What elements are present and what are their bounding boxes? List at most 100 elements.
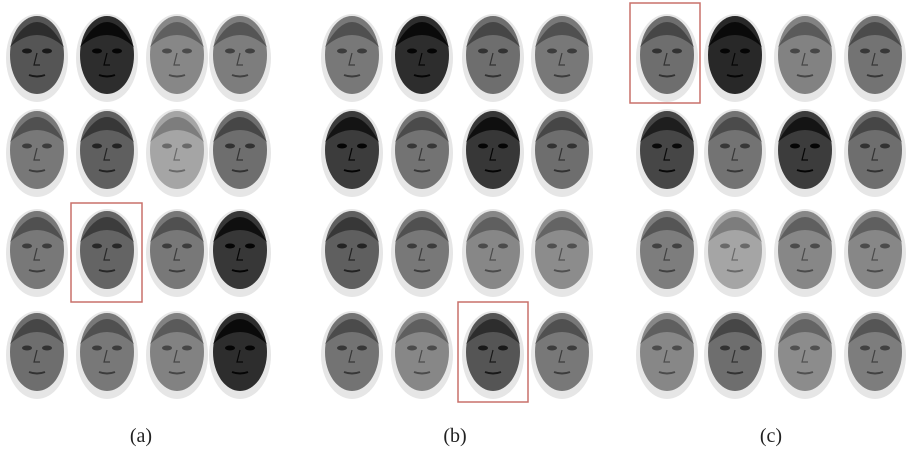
- face: [146, 209, 208, 297]
- face-eye: [740, 244, 750, 249]
- face-eye: [860, 244, 870, 249]
- face-eye: [427, 49, 437, 54]
- face-eye: [337, 144, 347, 149]
- face: [774, 311, 836, 399]
- face: [76, 311, 138, 399]
- face-eye: [810, 346, 820, 351]
- face-eye: [672, 244, 682, 249]
- face: [321, 14, 383, 102]
- face-grid: [6, 14, 906, 399]
- face-eye: [225, 49, 235, 54]
- face: [6, 311, 68, 399]
- face-eye: [672, 346, 682, 351]
- face-eye: [92, 244, 102, 249]
- face-eye: [182, 49, 192, 54]
- face-eye: [407, 244, 417, 249]
- face: [844, 109, 906, 197]
- face: [774, 14, 836, 102]
- face-eye: [92, 144, 102, 149]
- face: [462, 209, 524, 297]
- face-eye: [112, 49, 122, 54]
- face-eye: [790, 49, 800, 54]
- face-eye: [478, 346, 488, 351]
- face-eye: [567, 346, 577, 351]
- face-eye: [860, 346, 870, 351]
- face-eye: [427, 346, 437, 351]
- face-eye: [42, 49, 52, 54]
- face-eye: [672, 144, 682, 149]
- face: [531, 14, 593, 102]
- face-eye: [225, 244, 235, 249]
- face: [391, 209, 453, 297]
- face: [774, 209, 836, 297]
- face: [391, 311, 453, 399]
- face-eye: [547, 49, 557, 54]
- face: [146, 109, 208, 197]
- face-eye: [112, 346, 122, 351]
- face-eye: [162, 144, 172, 149]
- face: [844, 209, 906, 297]
- figure: (a) (b) (c): [0, 0, 909, 457]
- face-eye: [652, 144, 662, 149]
- face-eye: [810, 49, 820, 54]
- face-eye: [112, 244, 122, 249]
- face-eye: [672, 49, 682, 54]
- face: [391, 14, 453, 102]
- face: [146, 311, 208, 399]
- face-eye: [547, 144, 557, 149]
- face-eye: [498, 49, 508, 54]
- face: [774, 109, 836, 197]
- face-eye: [42, 244, 52, 249]
- face-eye: [337, 346, 347, 351]
- face-eye: [720, 144, 730, 149]
- face: [146, 14, 208, 102]
- face-eye: [245, 144, 255, 149]
- face: [636, 109, 698, 197]
- face-eye: [92, 49, 102, 54]
- face: [704, 14, 766, 102]
- face: [209, 109, 271, 197]
- face-eye: [567, 144, 577, 149]
- face: [844, 14, 906, 102]
- face-eye: [860, 144, 870, 149]
- face-eye: [162, 49, 172, 54]
- face-eye: [720, 346, 730, 351]
- face-eye: [498, 346, 508, 351]
- face-eye: [567, 49, 577, 54]
- face: [462, 109, 524, 197]
- face: [76, 14, 138, 102]
- face-eye: [880, 244, 890, 249]
- face-eye: [478, 144, 488, 149]
- panel-label: (a): [130, 425, 152, 447]
- face-eye: [652, 346, 662, 351]
- face-eye: [112, 144, 122, 149]
- face-eye: [498, 144, 508, 149]
- face: [321, 109, 383, 197]
- face: [704, 209, 766, 297]
- face-eye: [478, 49, 488, 54]
- face-eye: [337, 49, 347, 54]
- face-eye: [22, 144, 32, 149]
- face: [6, 109, 68, 197]
- face: [704, 311, 766, 399]
- face-eye: [245, 346, 255, 351]
- face: [209, 14, 271, 102]
- face-eye: [337, 244, 347, 249]
- face: [6, 14, 68, 102]
- face-eye: [498, 244, 508, 249]
- face: [462, 311, 524, 399]
- face-eye: [478, 244, 488, 249]
- face: [636, 209, 698, 297]
- face-eye: [860, 49, 870, 54]
- face-eye: [357, 244, 367, 249]
- face-eye: [182, 144, 192, 149]
- face-eye: [182, 346, 192, 351]
- face-eye: [42, 346, 52, 351]
- face-eye: [880, 49, 890, 54]
- face: [76, 209, 138, 297]
- face-eye: [567, 244, 577, 249]
- face: [531, 109, 593, 197]
- face-eye: [42, 144, 52, 149]
- face-eye: [652, 244, 662, 249]
- face-eye: [740, 144, 750, 149]
